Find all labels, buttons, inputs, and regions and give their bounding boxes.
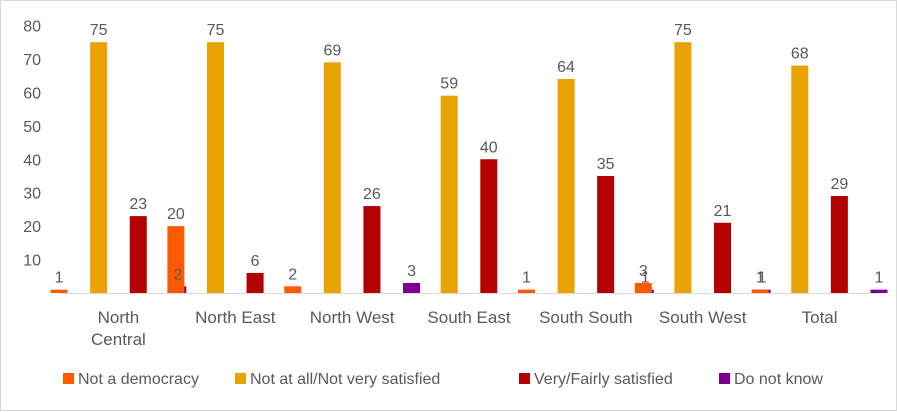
bar	[634, 282, 652, 293]
y-tick-label: 80	[23, 19, 41, 36]
bar	[246, 272, 264, 293]
x-tick-label: Total	[802, 308, 838, 327]
bar	[284, 286, 302, 293]
bar	[830, 196, 848, 293]
data-label: 75	[674, 22, 692, 39]
data-label: 3	[639, 263, 648, 280]
data-label: 69	[323, 42, 341, 59]
data-label: 29	[830, 176, 848, 193]
data-label: 1	[55, 270, 64, 287]
x-tick-label: South West	[659, 308, 747, 327]
legend-swatch	[235, 373, 246, 384]
bar	[557, 79, 575, 293]
legend-item: Not a democracy	[63, 371, 199, 388]
y-tick-label: 60	[23, 85, 41, 102]
bar	[597, 175, 615, 293]
x-tick-label: North West	[310, 308, 395, 327]
data-label: 3	[407, 263, 416, 280]
legend-item: Very/Fairly satisfied	[519, 371, 673, 388]
x-tick-label: North Central	[91, 308, 146, 349]
legend-item: Not at all/Not very satisfied	[235, 371, 440, 388]
y-tick-label: 20	[23, 219, 41, 236]
bar	[403, 282, 421, 293]
data-label: 68	[791, 46, 809, 63]
y-tick-label: 30	[23, 186, 41, 203]
y-tick-label: 50	[23, 119, 41, 136]
y-tick-label: 10	[23, 253, 41, 270]
data-label: 21	[714, 203, 732, 220]
data-label: 2	[288, 266, 297, 283]
legend-label: Not a democracy	[78, 371, 199, 388]
data-label: 1	[756, 270, 765, 287]
bar	[440, 95, 458, 293]
data-label: 64	[557, 59, 575, 76]
legend-label: Not at all/Not very satisfied	[250, 371, 440, 388]
bar	[90, 42, 108, 293]
y-axis: 10 20 30 40 50 60 70 80	[23, 19, 41, 270]
x-tick-label: South East	[427, 308, 510, 327]
x-tick-label: South South	[539, 308, 633, 327]
x-axis: North Central North East North West South Ea…	[91, 308, 838, 349]
bar	[517, 289, 535, 293]
bar	[323, 62, 341, 293]
bar	[674, 42, 692, 293]
x-tick-label-line: North	[98, 308, 140, 327]
x-tick-label: North East	[195, 308, 276, 327]
bar	[206, 42, 224, 293]
data-label: 75	[207, 22, 225, 39]
data-label: 1	[522, 270, 531, 287]
legend-swatch	[63, 373, 74, 384]
bar	[363, 206, 381, 293]
y-tick-label: 40	[23, 152, 41, 169]
bar	[791, 65, 809, 293]
data-label: 26	[363, 186, 381, 203]
bar	[751, 289, 769, 293]
legend-label: Very/Fairly satisfied	[534, 371, 673, 388]
legend-swatch	[519, 373, 530, 384]
y-tick-label: 70	[23, 52, 41, 69]
data-label: 75	[90, 22, 108, 39]
bar	[480, 159, 498, 293]
data-label: 6	[251, 253, 260, 270]
data-label: 1	[758, 270, 767, 287]
data-label: 23	[129, 196, 147, 213]
bar	[129, 216, 147, 293]
data-label: 1	[641, 270, 650, 287]
data-label: 35	[597, 156, 615, 173]
legend-swatch	[719, 373, 730, 384]
data-label: 40	[480, 139, 498, 156]
legend: Not a democracy Not at all/Not very satis…	[63, 371, 823, 388]
bar	[50, 289, 68, 293]
data-label: 1	[875, 270, 884, 287]
bar	[870, 289, 888, 293]
bars	[50, 42, 888, 293]
legend-item: Do not know	[719, 371, 823, 388]
legend-label: Do not know	[734, 371, 823, 388]
data-label: 59	[440, 76, 458, 93]
bar	[167, 226, 185, 293]
data-label: 20	[167, 206, 185, 223]
x-tick-label-line: Central	[91, 330, 146, 349]
bar	[714, 222, 732, 293]
data-label: 2	[173, 266, 182, 283]
